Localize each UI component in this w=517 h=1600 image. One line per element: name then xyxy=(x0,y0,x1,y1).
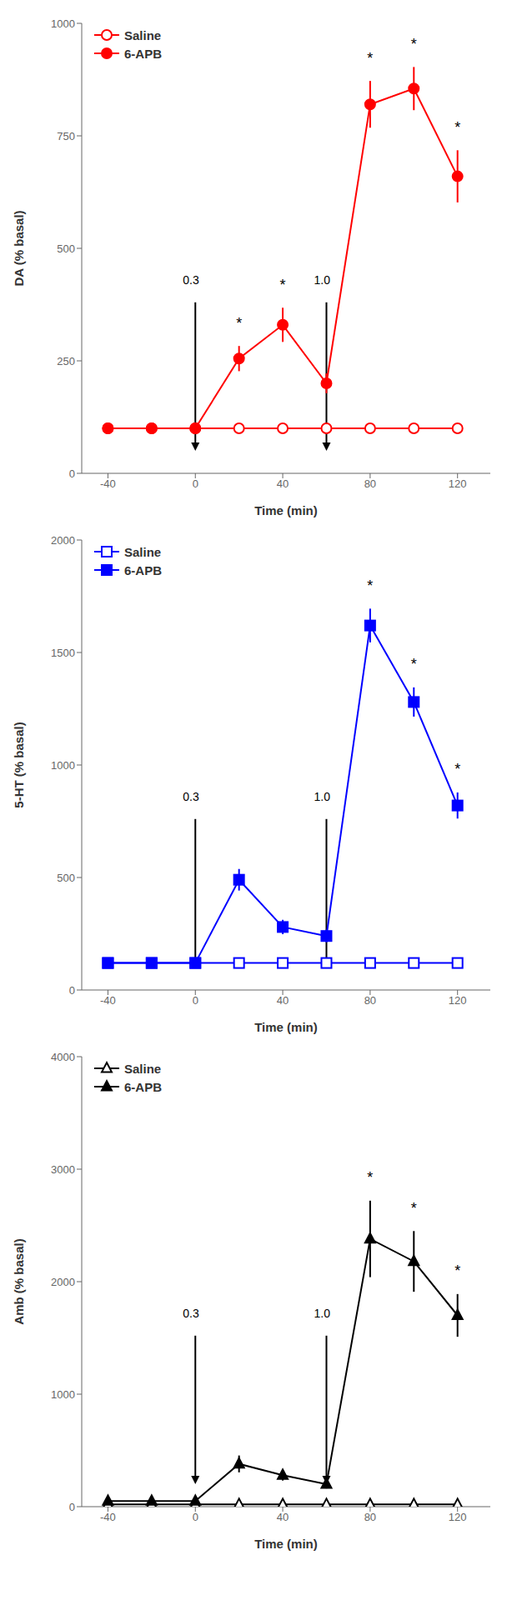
svg-text:120: 120 xyxy=(448,477,467,491)
svg-text:4000: 4000 xyxy=(50,1051,76,1065)
svg-text:1500: 1500 xyxy=(50,647,76,660)
svg-text:*: * xyxy=(411,656,417,673)
svg-text:1000: 1000 xyxy=(50,1389,76,1402)
html-text:6-APB: 6-APB xyxy=(124,1080,162,1095)
svg-text:500: 500 xyxy=(56,872,76,885)
svg-text:750: 750 xyxy=(56,130,76,143)
svg-text:Time (min): Time (min) xyxy=(254,1020,318,1035)
html-text:Saline: Saline xyxy=(124,27,162,43)
svg-text:5-HT (% basal): 5-HT (% basal) xyxy=(11,722,26,809)
svg-text:0: 0 xyxy=(192,1511,199,1525)
svg-text:40: 40 xyxy=(276,994,289,1008)
svg-text:*: * xyxy=(366,50,373,67)
svg-text:500: 500 xyxy=(56,242,76,256)
svg-text:120: 120 xyxy=(448,1511,467,1525)
svg-text:1.0: 1.0 xyxy=(314,790,332,804)
svg-text:2000: 2000 xyxy=(50,1276,76,1290)
svg-text:0: 0 xyxy=(69,1501,76,1515)
svg-text:1000: 1000 xyxy=(50,17,76,31)
svg-text:Amb (% basal): Amb (% basal) xyxy=(11,1239,26,1326)
svg-text:*: * xyxy=(235,315,242,332)
svg-text:Time (min): Time (min) xyxy=(254,1537,318,1552)
svg-text:120: 120 xyxy=(448,994,467,1008)
svg-text:40: 40 xyxy=(276,1511,289,1525)
svg-text:0.3: 0.3 xyxy=(182,273,200,287)
svg-text:80: 80 xyxy=(364,994,377,1008)
svg-text:1.0: 1.0 xyxy=(314,1307,332,1321)
html-text:Saline: Saline xyxy=(124,544,162,560)
svg-text:3000: 3000 xyxy=(50,1164,76,1177)
svg-text:1000: 1000 xyxy=(50,759,76,773)
svg-text:*: * xyxy=(454,1263,461,1280)
svg-text:40: 40 xyxy=(276,477,289,491)
svg-text:*: * xyxy=(454,761,461,779)
svg-text:0: 0 xyxy=(69,467,76,481)
svg-text:*: * xyxy=(411,35,417,53)
svg-text:0: 0 xyxy=(192,477,199,491)
svg-text:-40: -40 xyxy=(100,994,116,1008)
svg-text:0: 0 xyxy=(192,994,199,1008)
svg-text:DA (% basal): DA (% basal) xyxy=(11,210,26,287)
html-text:Saline: Saline xyxy=(124,1061,162,1077)
svg-text:*: * xyxy=(411,1200,417,1218)
svg-text:0.3: 0.3 xyxy=(182,790,200,804)
svg-text:*: * xyxy=(280,276,287,294)
svg-text:*: * xyxy=(454,119,461,136)
svg-text:Time (min): Time (min) xyxy=(254,503,318,518)
html-text:6-APB: 6-APB xyxy=(124,563,162,578)
svg-text:-40: -40 xyxy=(100,477,116,491)
svg-text:*: * xyxy=(366,1169,373,1187)
svg-text:*: * xyxy=(366,577,373,595)
svg-text:80: 80 xyxy=(364,477,377,491)
svg-text:-40: -40 xyxy=(100,1511,116,1525)
svg-text:250: 250 xyxy=(56,355,76,368)
svg-text:2000: 2000 xyxy=(50,534,76,548)
svg-text:1.0: 1.0 xyxy=(314,273,332,287)
svg-text:0: 0 xyxy=(69,984,76,998)
svg-text:0.3: 0.3 xyxy=(182,1307,200,1321)
svg-text:80: 80 xyxy=(364,1511,377,1525)
html-text:6-APB: 6-APB xyxy=(124,46,162,61)
